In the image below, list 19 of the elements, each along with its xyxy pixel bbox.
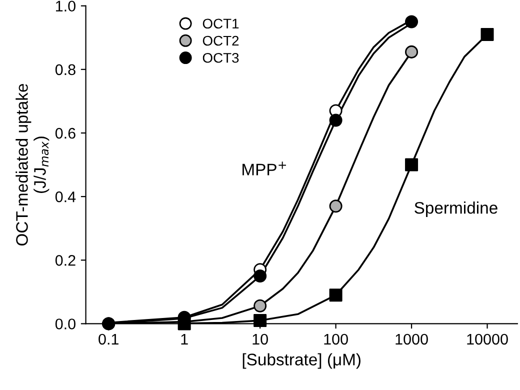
x-tick-label: 10 xyxy=(252,334,268,345)
y-tick-label: 0.4 xyxy=(55,191,76,202)
x-tick-label: 100 xyxy=(324,334,348,345)
annotation: MPP$^{+}$ xyxy=(242,162,286,176)
y-tick-label: 0.8 xyxy=(55,64,76,76)
x-tick-label: 1000 xyxy=(396,334,428,345)
legend-label: OCT1 xyxy=(202,18,239,29)
y-tick-label: 0.0 xyxy=(55,318,76,330)
y-axis-title: OCT-mediated uptake (J/J$_{max}$) xyxy=(16,84,50,246)
legend-label: OCT3 xyxy=(202,52,239,63)
y-tick-label: 0.6 xyxy=(55,128,76,139)
legend-label: OCT2 xyxy=(202,36,239,46)
x-tick-label: 10000 xyxy=(467,334,508,345)
y-tick-label: 0.2 xyxy=(55,255,76,266)
y-tick-label: 1.0 xyxy=(56,0,76,12)
x-tick-label: 0.1 xyxy=(98,334,118,345)
x-tick-label: 1 xyxy=(181,334,188,344)
x-axis-title: [Substrate] (μM) xyxy=(242,353,360,369)
annotation: Spermidine xyxy=(414,202,498,218)
